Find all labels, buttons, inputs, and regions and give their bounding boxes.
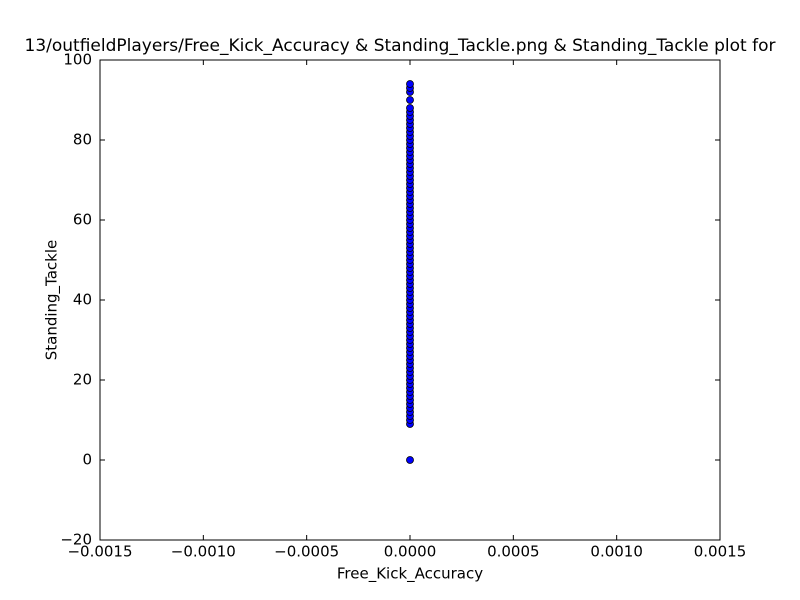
x-axis-label: Free_Kick_Accuracy [337, 565, 483, 584]
y-tick-label: 40 [73, 291, 92, 309]
y-tick-label: −20 [60, 531, 92, 549]
chart-title: 13/outfieldPlayers/Free_Kick_Accuracy & … [25, 36, 776, 56]
y-tick-label: 20 [73, 371, 92, 389]
point [406, 80, 414, 88]
x-tick-label: −0.0005 [274, 543, 339, 561]
point [406, 104, 414, 112]
x-tick-label: 0.0010 [590, 543, 643, 561]
y-tick-label: 80 [73, 131, 92, 149]
point [406, 456, 414, 464]
y-tick-label: 100 [63, 51, 92, 69]
x-tick-label: −0.0015 [67, 543, 132, 561]
y-tick-label: 60 [73, 211, 92, 229]
point [406, 96, 414, 104]
x-tick-label: −0.0010 [171, 543, 236, 561]
x-tick-label: 0.0000 [384, 543, 437, 561]
y-axis-label: Standing_Tackle [43, 240, 62, 361]
x-tick-label: 0.0005 [487, 543, 540, 561]
x-tick-label: 0.0015 [694, 543, 747, 561]
y-tick-label: 0 [82, 451, 92, 469]
